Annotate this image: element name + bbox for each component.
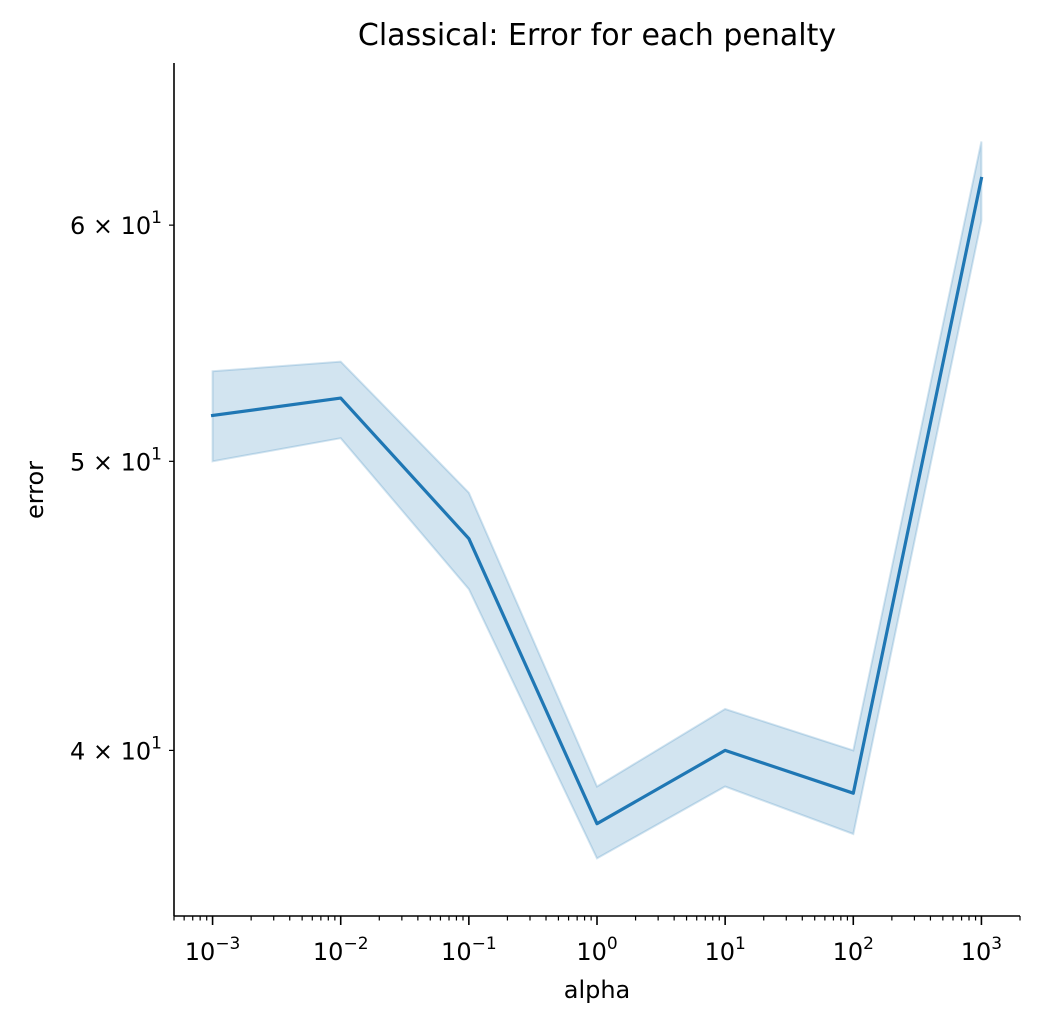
y-axis-label: error [21,461,49,519]
x-tick-label: 101 [704,934,745,966]
x-tick-label: 10−2 [313,934,369,966]
x-axis: 10−3 10−2 10−1 100 101 102 103 [173,915,1021,966]
x-tick-label: 102 [833,934,874,966]
y-tick-label: 6 × 101 [70,208,162,240]
x-tick-label: 10−3 [185,934,241,966]
y-tick-label: 5 × 101 [70,444,162,476]
x-tick-label: 100 [576,934,617,966]
series-line [210,176,984,826]
confidence-band [211,141,983,860]
chart-title: Classical: Error for each penalty [358,18,836,53]
plot-area [210,141,984,860]
x-tick-label: 103 [961,934,1002,966]
y-axis: 4 × 101 5 × 101 6 × 101 [70,63,175,916]
y-tick-label: 4 × 101 [70,733,162,765]
x-axis-label: alpha [564,976,631,1004]
x-tick-label: 10−1 [441,934,497,966]
